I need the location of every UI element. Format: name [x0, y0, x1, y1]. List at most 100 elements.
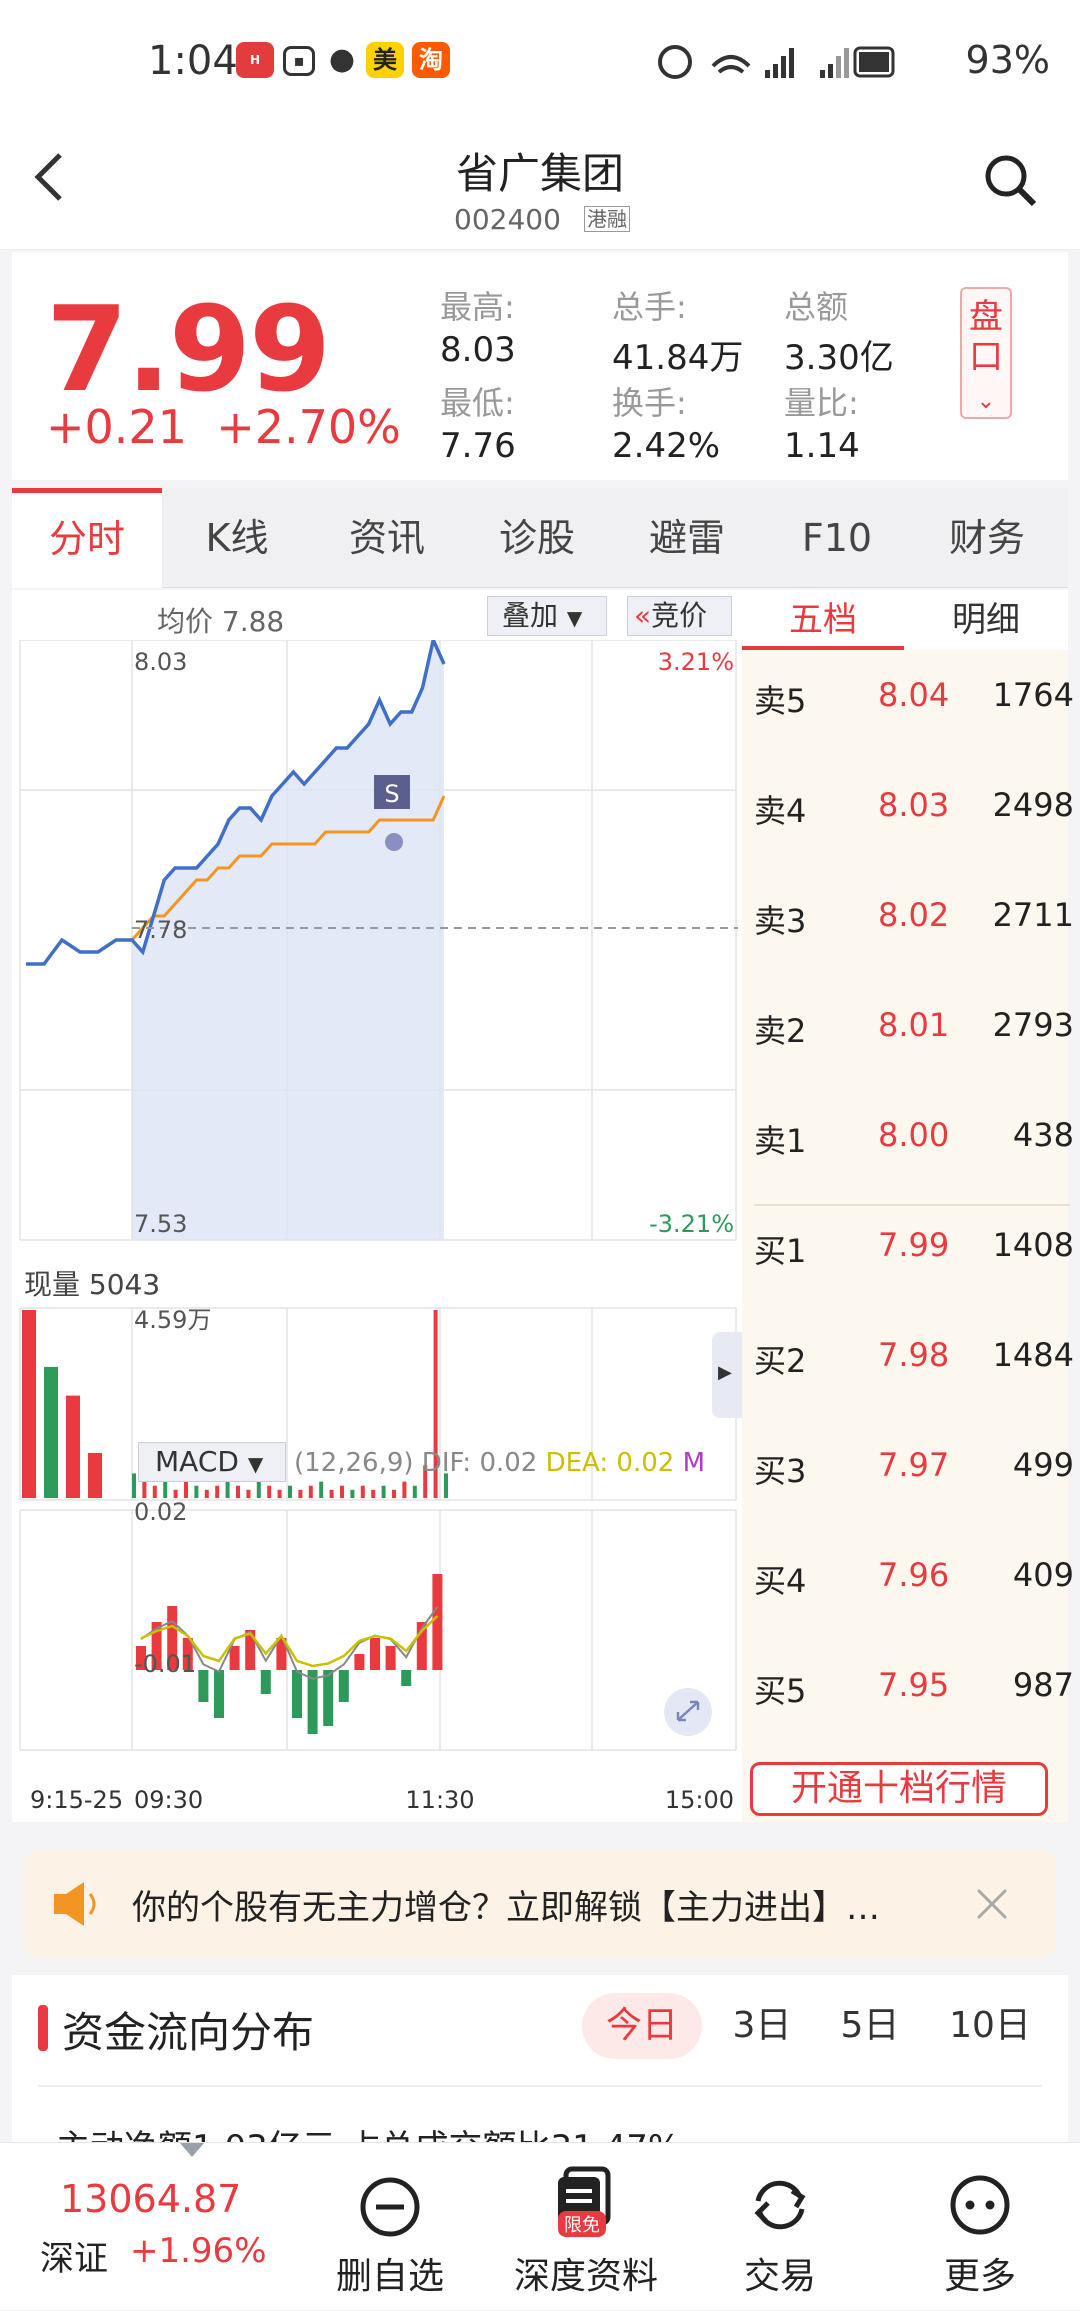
intraday-chart[interactable]: S 8.03 7.78 7.53 3.21% -3.21% 现量 5043 4.…: [12, 640, 738, 1820]
macd-bar: [151, 1622, 162, 1670]
volume-bar: [402, 1481, 407, 1498]
orderbook-panel: [742, 590, 1068, 1822]
volume-bar: [319, 1481, 324, 1498]
index-ticker[interactable]: 13064.87 深证 +1.96%: [20, 2143, 267, 2311]
ask-row[interactable]: 卖3 8.02 2711: [754, 860, 1074, 970]
bid-price: 7.98: [878, 1336, 950, 1374]
ask-row[interactable]: 卖2 8.01 2793: [754, 970, 1074, 1080]
bid-label: 买5: [754, 1672, 807, 1710]
ask-volume: 438: [1012, 1116, 1074, 1154]
status-bar: 1:04 H ▪ ● 美 淘 93%: [0, 0, 1080, 125]
stat-value: 41.84万: [612, 338, 744, 378]
pankou-button[interactable]: 盘口 ⌄: [960, 287, 1012, 419]
macd-top-label: 0.02: [134, 1498, 187, 1526]
bid-row[interactable]: 买1 7.99 1408: [754, 1190, 1074, 1300]
connect-tag: 港融: [584, 206, 630, 232]
tab-finance[interactable]: 财务: [948, 516, 1025, 560]
chevron-down-icon: ⌄: [976, 389, 996, 414]
stat-label: 最高:: [440, 288, 515, 326]
macd-bar: [416, 1622, 427, 1670]
macd-bar: [370, 1638, 380, 1670]
bid-price: 7.96: [878, 1556, 950, 1594]
tab-kline[interactable]: K线: [205, 516, 269, 560]
collapse-handle[interactable]: ▶: [712, 1332, 742, 1418]
stat-value: 8.03: [440, 330, 516, 370]
ask-row[interactable]: 卖5 8.04 1764: [754, 640, 1074, 750]
volume-bar: [277, 1489, 282, 1498]
macd-bar: [167, 1606, 178, 1670]
chart-panel: 均价 7.88 叠加 ▼ «竞价 S 8.03 7.78 7.53 3.21% …: [12, 590, 1074, 1822]
macd-bar: [323, 1670, 334, 1726]
deep-data-label: 深度资料: [513, 2256, 658, 2297]
macd-bar: [338, 1670, 349, 1702]
banner-text: 你的个股有无主力增仓？立即解锁【主力进出】…: [132, 1888, 880, 1928]
ask-price: 8.04: [878, 676, 950, 714]
bilibili-icon: ▪: [283, 46, 315, 76]
volume-bar: [44, 1366, 58, 1498]
period-3d[interactable]: 3日: [732, 2005, 792, 2046]
deep-data-button[interactable]: 限免 深度资料: [496, 2143, 676, 2311]
search-icon[interactable]: [980, 150, 1040, 210]
signal-label: S: [384, 780, 399, 808]
bid-row[interactable]: 买2 7.98 1484: [754, 1300, 1074, 1410]
tab-diagnosis[interactable]: 诊股: [498, 516, 575, 560]
more-button[interactable]: 更多: [890, 2143, 1070, 2311]
stat-value: 2.42%: [612, 426, 721, 466]
macd-dropdown[interactable]: MACD ▼: [138, 1442, 286, 1482]
signal-marker[interactable]: [374, 775, 410, 809]
volume-bar: [204, 1489, 209, 1498]
ask-label: 卖5: [754, 682, 807, 720]
bid-label: 买2: [754, 1342, 807, 1380]
back-icon[interactable]: [28, 147, 68, 207]
upgrade-level10-button[interactable]: 开通十档行情: [750, 1762, 1048, 1816]
y-bottom-label: 7.53: [134, 1210, 187, 1238]
ask-price: 8.02: [878, 896, 950, 934]
bid-price: 7.95: [878, 1666, 950, 1704]
promo-banner[interactable]: 你的个股有无主力增仓？立即解锁【主力进出】…: [24, 1850, 1056, 1958]
bid-row[interactable]: 买3 7.97 499: [754, 1410, 1074, 1520]
ask-row[interactable]: 卖1 8.00 438: [754, 1080, 1074, 1190]
orderbook-divider: [754, 1204, 1070, 1206]
tab-bar: 分时 K线 资讯 诊股 避雷 F10 财务: [12, 488, 1068, 588]
bid-row[interactable]: 买4 7.96 409: [754, 1520, 1074, 1630]
tab-level5[interactable]: 五档: [742, 590, 904, 650]
dea-line: [140, 1615, 439, 1668]
period-today[interactable]: 今日: [582, 1993, 702, 2059]
volume-bar: [340, 1485, 344, 1498]
bottom-toolbar: 13064.87 深证 +1.96% 删自选 限免 深度资料 交易 更多: [0, 2142, 1080, 2310]
period-5d[interactable]: 5日: [840, 2005, 900, 2046]
auction-toggle[interactable]: «竞价: [627, 596, 732, 636]
ask-volume: 2711: [992, 896, 1074, 934]
tab-f10[interactable]: F10: [801, 516, 873, 560]
volume-bar: [194, 1485, 199, 1498]
bid-row[interactable]: 买5 7.95 987: [754, 1630, 1074, 1740]
overlay-dropdown[interactable]: 叠加 ▼: [487, 596, 607, 636]
tab-timeshare[interactable]: 分时: [12, 488, 162, 588]
bid-label: 买4: [754, 1562, 807, 1600]
overlay-label: 叠加: [502, 599, 559, 632]
taobao-icon: 淘: [412, 42, 450, 78]
tab-risk[interactable]: 避雷: [648, 516, 725, 560]
trade-button[interactable]: 交易: [690, 2143, 870, 2311]
tab-news[interactable]: 资讯: [348, 516, 425, 560]
macd-values: (12,26,9) DIF: 0.02 DEA: 0.02 M: [294, 1448, 705, 1478]
macd-bar: [229, 1646, 240, 1670]
close-icon[interactable]: [974, 1886, 1010, 1922]
play-icon: ▶: [718, 1362, 732, 1383]
volume-bar: [329, 1489, 334, 1498]
bid-price: 7.97: [878, 1446, 950, 1484]
current-price: 7.99: [46, 280, 331, 418]
ask-volume: 1764: [992, 676, 1074, 714]
ask-label: 卖3: [754, 902, 807, 940]
volume-bar: [132, 1473, 136, 1498]
period-10d[interactable]: 10日: [949, 2005, 1031, 2046]
stat-value: 3.30亿: [784, 338, 894, 378]
remove-watchlist-button[interactable]: 删自选: [300, 2143, 480, 2311]
tab-details[interactable]: 明细: [904, 590, 1068, 650]
volume-bar: [392, 1489, 396, 1498]
macd-bar: [182, 1638, 193, 1670]
more-icon: [950, 2175, 1010, 2235]
price-change: +0.21 +2.70%: [46, 400, 401, 454]
section-title: 资金流向分布: [62, 2008, 315, 2057]
ask-row[interactable]: 卖4 8.03 2498: [754, 750, 1074, 860]
